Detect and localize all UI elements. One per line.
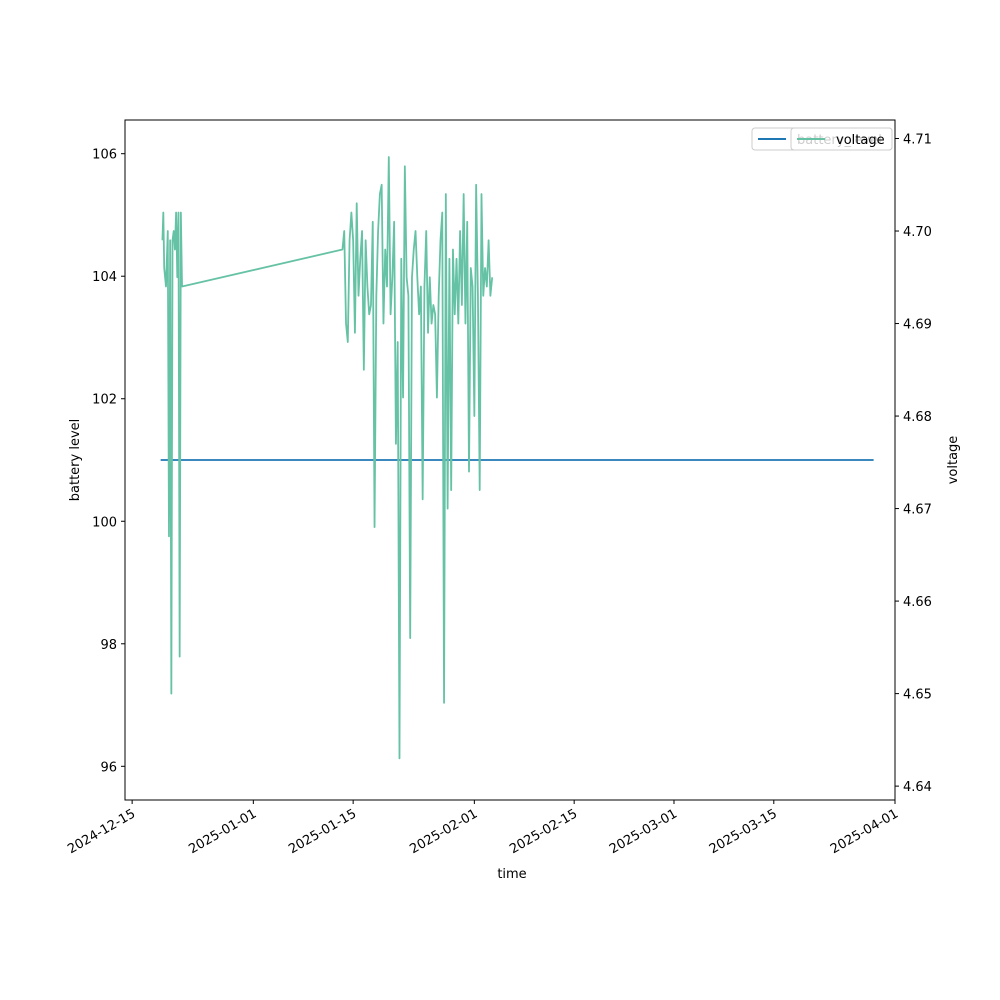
y-axis-left-label: battery level xyxy=(68,419,83,502)
y-axis-right-label: voltage xyxy=(946,436,961,485)
series-line-voltage xyxy=(161,156,494,760)
y-left-tick-label: 98 xyxy=(100,638,117,653)
series-layer xyxy=(160,156,874,760)
y-axis-right: 4.64 4.65 4.66 4.67 4.68 4.69 4.70 4.71 xyxy=(895,133,932,795)
y-right-tick-label: 4.71 xyxy=(903,133,932,148)
y-right-tick-label: 4.66 xyxy=(903,595,932,610)
x-axis-label: time xyxy=(497,867,526,882)
y-right-tick-label: 4.65 xyxy=(903,688,932,703)
y-left-tick-label: 102 xyxy=(92,393,117,408)
y-right-tick-label: 4.67 xyxy=(903,503,932,518)
y-right-tick-label: 4.64 xyxy=(903,780,932,795)
y-right-tick-label: 4.69 xyxy=(903,318,932,333)
y-axis-left: 96 98 100 102 104 106 xyxy=(92,148,125,775)
y-right-tick-label: 4.70 xyxy=(903,225,932,240)
y-left-tick-label: 96 xyxy=(100,760,117,775)
y-right-tick-label: 4.68 xyxy=(903,410,932,425)
legend-voltage: voltage xyxy=(790,127,893,151)
y-left-tick-label: 100 xyxy=(92,515,117,530)
plot-area xyxy=(124,119,896,801)
y-left-tick-label: 106 xyxy=(92,148,117,163)
y-left-tick-label: 104 xyxy=(92,270,117,285)
legend-voltage-text: voltage xyxy=(836,133,885,148)
